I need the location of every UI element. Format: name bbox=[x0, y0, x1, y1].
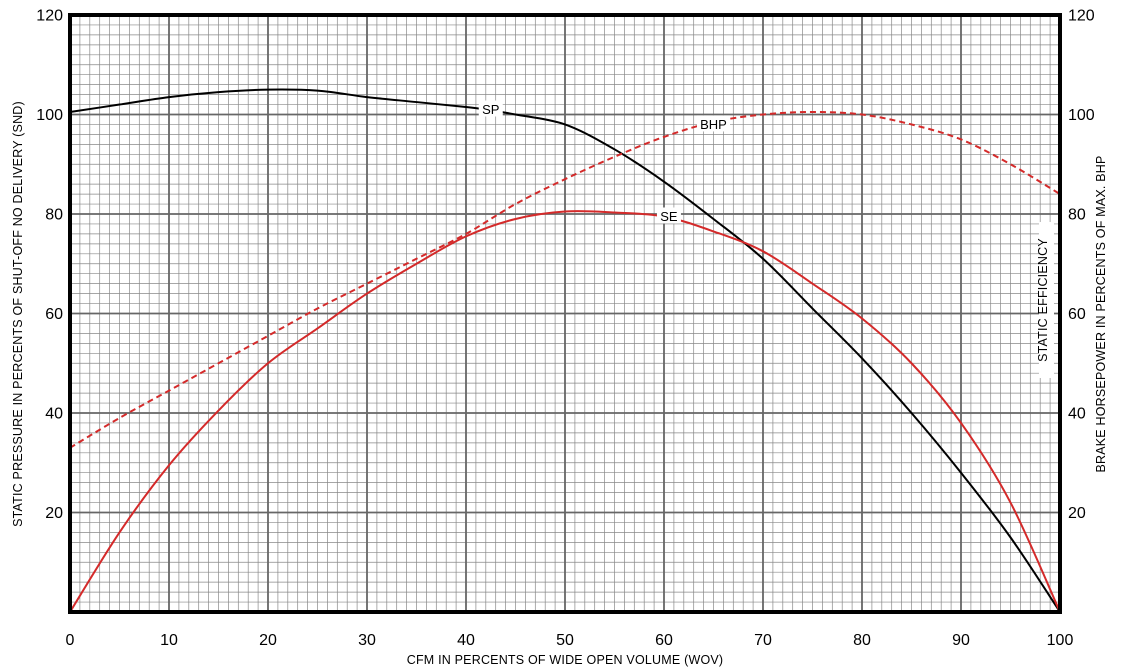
y-left-tick-label: 20 bbox=[45, 505, 63, 522]
annotation-bg bbox=[1039, 222, 1054, 378]
series-line-sp bbox=[69, 88, 1061, 613]
x-tick-label: 60 bbox=[655, 632, 673, 649]
y-axis-right-title: BRAKE HORSEPOWER IN PERCENTS OF MAX. BHP bbox=[1094, 155, 1108, 472]
x-tick-label: 20 bbox=[259, 632, 277, 649]
static-efficiency-annotation: STATIC EFFICIENCY bbox=[1036, 238, 1050, 362]
y-left-tick-label: 40 bbox=[45, 406, 63, 423]
x-tick-label: 80 bbox=[853, 632, 871, 649]
x-tick-label: 10 bbox=[160, 632, 178, 649]
curve-labels: SP BHP SE bbox=[478, 100, 730, 224]
x-tick-label: 40 bbox=[457, 632, 475, 649]
x-axis-title: CFM IN PERCENTS OF WIDE OPEN VOLUME (WOV… bbox=[407, 653, 724, 667]
curve-label-se: SE bbox=[660, 209, 678, 224]
x-tick-label: 70 bbox=[754, 632, 772, 649]
y-left-tick-label: 120 bbox=[36, 8, 63, 25]
curve-label-bg bbox=[697, 115, 730, 132]
plot-frame bbox=[68, 13, 1062, 614]
series-layer bbox=[69, 88, 1061, 613]
y-right-tick-label: 20 bbox=[1068, 505, 1086, 522]
tick-labels: 0 10 20 30 40 50 60 70 80 90 100 20 40 60 80 100 120 20 40… bbox=[36, 8, 1095, 650]
y-right-tick-label: 80 bbox=[1068, 207, 1086, 224]
y-left-tick-label: 60 bbox=[45, 306, 63, 323]
x-tick-label: 0 bbox=[66, 632, 75, 649]
x-tick-label: 100 bbox=[1047, 632, 1074, 649]
curve-label-bhp: BHP bbox=[700, 117, 727, 132]
major-grid bbox=[70, 15, 1060, 612]
series-line-se bbox=[69, 210, 1061, 613]
x-tick-label: 90 bbox=[952, 632, 970, 649]
series-line-bhp bbox=[69, 111, 1061, 449]
curve-label-bg bbox=[656, 207, 681, 224]
y-right-tick-label: 100 bbox=[1068, 107, 1095, 124]
curve-label-bg bbox=[478, 100, 503, 117]
y-right-tick-label: 40 bbox=[1068, 406, 1086, 423]
y-axis-left-title: STATIC PRESSURE IN PERCENTS OF SHUT-OFF … bbox=[11, 101, 25, 527]
y-left-tick-label: 80 bbox=[45, 207, 63, 224]
x-tick-label: 50 bbox=[556, 632, 574, 649]
y-right-tick-label: 60 bbox=[1068, 306, 1086, 323]
x-tick-label: 30 bbox=[358, 632, 376, 649]
y-left-tick-label: 100 bbox=[36, 107, 63, 124]
y-right-tick-label: 120 bbox=[1068, 8, 1095, 25]
curve-label-sp: SP bbox=[482, 102, 499, 117]
